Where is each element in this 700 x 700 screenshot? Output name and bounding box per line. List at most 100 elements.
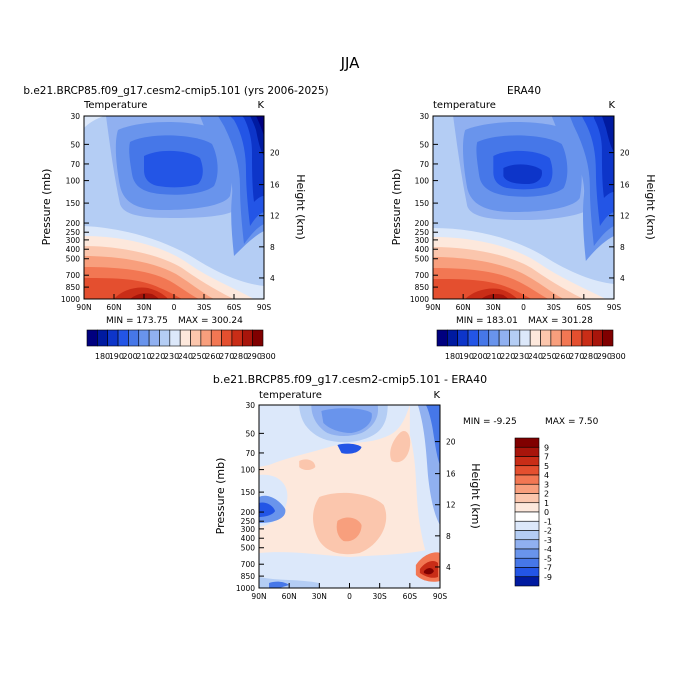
x-tick-label: 90N (425, 303, 440, 312)
x-tick-label: 30N (136, 303, 151, 312)
abs1-contour-band-9 (84, 116, 104, 128)
x-tick-label: 0 (172, 303, 177, 312)
colorbar-label: 190 (459, 352, 474, 361)
x-tick-label: 60N (106, 303, 121, 312)
abs1-contour-band-19 (256, 116, 264, 136)
colorbar-swatch (514, 474, 540, 485)
y2-tick-label: 16 (620, 181, 630, 190)
panel-difference-left-label: temperature (259, 390, 322, 401)
colorbar-swatch (514, 437, 540, 448)
colorbar-swatch (514, 520, 540, 531)
y2-tick-label: 4 (270, 274, 275, 283)
y-tick-label: 700 (66, 271, 81, 280)
y-tick-label: 300 (241, 525, 256, 534)
y-tick-label: 100 (415, 177, 430, 186)
colorbar-label: 300 (610, 352, 625, 361)
colorbar-label: 7 (544, 453, 549, 462)
x-tick-label: 0 (347, 592, 352, 601)
y2-tick-label: 4 (446, 563, 451, 572)
panel-era40-left-label: temperature (433, 100, 496, 111)
colorbar-label: 200 (122, 352, 137, 361)
colorbar-swatch (550, 329, 562, 347)
colorbar-swatch (514, 456, 540, 467)
y2-tick-label: 20 (620, 149, 630, 158)
colorbar-label: -3 (544, 536, 552, 545)
colorbar-swatch (231, 329, 243, 347)
x-tick-label: 60N (282, 592, 297, 601)
y-tick-label: 400 (241, 534, 256, 543)
x-tick-label: 30S (547, 303, 562, 312)
panel-difference-unit: K (433, 390, 440, 401)
panel-era40-min-label: MIN = 183.01 (456, 316, 518, 326)
colorbar-label: 240 (528, 352, 543, 361)
abs2-contour-band-13 (503, 164, 542, 184)
colorbar-swatch (436, 329, 448, 347)
x-tick-label: 30S (373, 592, 388, 601)
colorbar-swatch (514, 493, 540, 504)
colorbar-swatch (488, 329, 500, 347)
abs1-contour-band-13 (144, 150, 203, 188)
colorbar-swatch (447, 329, 459, 347)
y-tick-label: 50 (419, 140, 429, 149)
colorbar-label: 210 (486, 352, 501, 361)
y-tick-label: 200 (241, 508, 256, 517)
y-tick-label: 50 (245, 429, 255, 438)
y2-tick-label: 12 (620, 212, 630, 221)
colorbar-swatch (514, 576, 540, 587)
x-tick-label: 90S (607, 303, 622, 312)
colorbar-swatch (210, 329, 222, 347)
colorbar-swatch (540, 329, 552, 347)
colorbar-label: -1 (544, 517, 552, 526)
y-tick-label: 700 (241, 560, 256, 569)
colorbar-label: 230 (514, 352, 529, 361)
colorbar-label: 0 (544, 508, 549, 517)
y-tick-label: 500 (66, 255, 81, 264)
y2-tick-label: 12 (270, 212, 280, 221)
x-tick-label: 90S (257, 303, 272, 312)
colorbar-label: 180 (445, 352, 460, 361)
colorbar-label: 5 (544, 462, 549, 471)
y2-tick-label: 20 (446, 438, 456, 447)
colorbar-swatch (514, 557, 540, 568)
y2-tick-label: 8 (270, 243, 275, 252)
diff-contour-band-3 (259, 547, 440, 588)
colorbar-swatch (519, 329, 531, 347)
colorbar-label: 200 (472, 352, 487, 361)
colorbar-swatch (514, 539, 540, 550)
colorbar-swatch (529, 329, 541, 347)
colorbar-label: 230 (164, 352, 179, 361)
y-tick-label: 500 (241, 544, 256, 553)
figure-title: JJA (340, 54, 361, 72)
y-tick-label: 200 (66, 219, 81, 228)
colorbar-label: -5 (544, 554, 552, 563)
diff-contour-band-15 (390, 430, 411, 463)
panel-era40-y2-axis-label: Height (km) (644, 174, 657, 240)
colorbar-swatch (241, 329, 253, 347)
panel-era40-unit: K (608, 100, 615, 111)
y-tick-label: 150 (66, 199, 81, 208)
panel-era40-field (433, 116, 614, 299)
colorbar-label: 240 (178, 352, 193, 361)
y-tick-label: 250 (415, 228, 430, 237)
colorbar-label: 220 (150, 352, 165, 361)
colorbar-swatch (221, 329, 233, 347)
panel-era40-y-axis-label: Pressure (mb) (390, 169, 403, 246)
panel-model-title: b.e21.BRCP85.f09_g17.cesm2-cmip5.101 (yr… (23, 85, 328, 97)
colorbar-label: -7 (544, 564, 552, 573)
colorbar-swatch (467, 329, 479, 347)
diff-contour-band-7 (321, 408, 372, 433)
y-tick-label: 700 (415, 271, 430, 280)
colorbar-swatch (581, 329, 593, 347)
colorbar-swatch (498, 329, 510, 347)
y-tick-label: 400 (415, 245, 430, 254)
colorbar-swatch (514, 548, 540, 559)
colorbar-swatch (200, 329, 212, 347)
abs2-contour-band-18 (601, 116, 614, 152)
colorbar-swatch (86, 329, 98, 347)
colorbar-swatch (117, 329, 129, 347)
colorbar-label: 300 (260, 352, 275, 361)
x-tick-label: 60S (403, 592, 418, 601)
colorbar-swatch (514, 465, 540, 476)
diff-contour-band-16 (299, 459, 316, 470)
